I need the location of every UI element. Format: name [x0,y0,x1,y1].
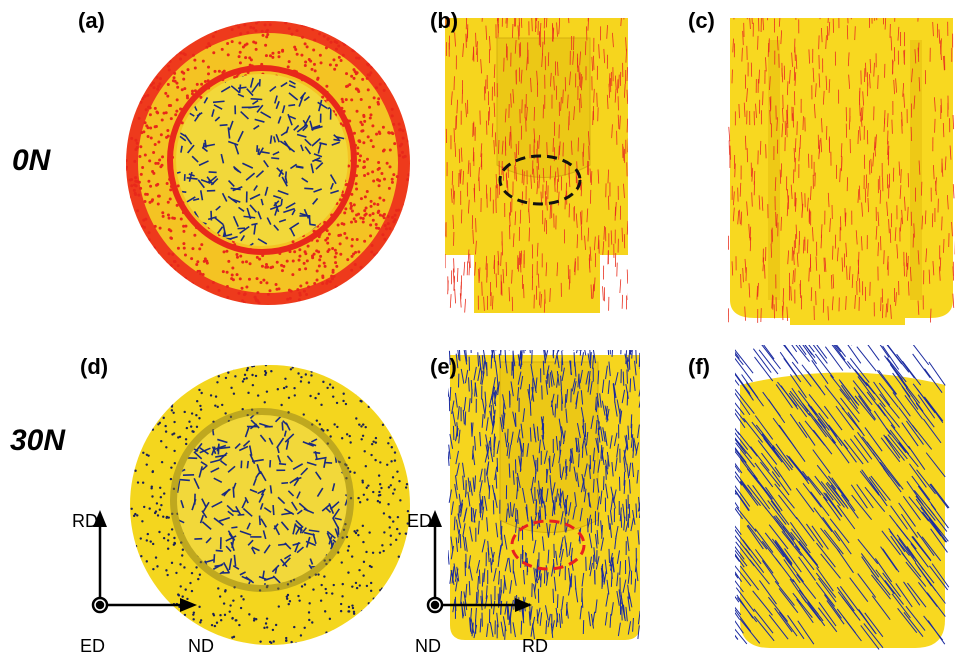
panel-label: (b) [430,8,458,33]
panel-label: (f) [688,354,710,379]
panel-e [447,336,643,640]
axis-label: ED [407,511,432,531]
panel-label: (e) [430,354,457,379]
panel-label: (c) [688,8,715,33]
axis-label: ND [415,636,441,656]
axis-label: RD [522,636,548,656]
axis-label: ND [188,636,214,656]
panel-c [728,4,955,325]
row-label: 0N [12,144,52,177]
panel-b [444,4,628,313]
row-label: 30N [10,424,66,457]
axis-label: RD [72,511,98,531]
panel-a [125,20,412,306]
panel-f [716,321,949,649]
cylinder [740,373,945,649]
panel-label: (a) [78,8,105,33]
figure: (a) (b) (c) (d) (e) (f) 0N 30N RD ED ND … [0,0,969,664]
panel-d [129,364,411,646]
panel-label: (d) [80,354,108,379]
axis-label: ED [80,636,105,656]
